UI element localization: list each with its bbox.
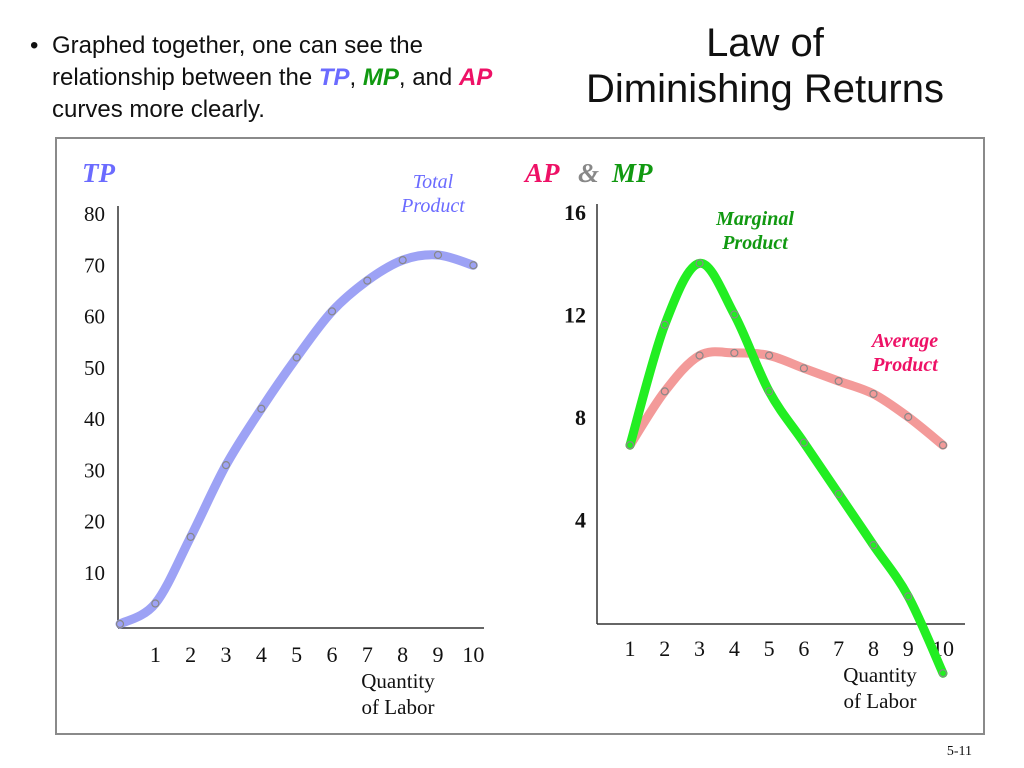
ap-data-point	[799, 364, 808, 373]
tp-x-tick-label: 6	[327, 642, 338, 667]
tp-x-tick-label: 7	[362, 642, 373, 667]
tp-data-point	[469, 261, 478, 270]
apmp-x-tick-label: 9	[903, 636, 914, 661]
tp-x-tick-label: 5	[291, 642, 302, 667]
bullet-ap: AP	[458, 64, 493, 91]
mp-data-point	[869, 541, 878, 550]
mp-data-point	[625, 441, 635, 450]
ap-series-label-line-2: Product	[871, 354, 939, 376]
mp-data-point	[765, 387, 774, 396]
tp-y-tick-label: 20	[84, 510, 105, 534]
tp-x-tick-label: 9	[433, 642, 444, 667]
mp-series-line	[625, 258, 948, 678]
ap-data-point	[695, 351, 704, 360]
bullet-prefix: Graphed together, one can see the relati…	[52, 32, 423, 91]
mp-data-point	[904, 592, 913, 601]
tp-x-tick-label: 1	[150, 642, 161, 667]
bullet-sep2: , and	[398, 64, 453, 91]
apmp-x-tick-label: 5	[764, 636, 775, 661]
ap-data-point	[730, 348, 739, 358]
mp-data-point	[799, 438, 808, 447]
bullet-text: • Graphed together, one can see the rela…	[30, 30, 550, 126]
tp-x-axis-label-line-1: Quantity	[361, 669, 435, 693]
tp-data-point	[257, 404, 266, 413]
tp-y-tick-label: 60	[84, 305, 105, 329]
tp-series-label-line-1: Total	[413, 171, 454, 193]
apmp-x-axis-label-line-2: of Labor	[844, 689, 917, 713]
bullet-dot: •	[30, 32, 39, 59]
ap-data-point	[765, 351, 774, 360]
mp-data-point	[730, 310, 739, 319]
mp-data-point	[938, 669, 948, 678]
tp-data-point	[398, 256, 407, 265]
chart-panel	[55, 137, 985, 735]
apmp-y-tick-label: 12	[564, 303, 586, 328]
ap-data-point	[660, 387, 669, 396]
apmp-y-tick-label: 8	[575, 405, 586, 430]
apmp-x-tick-label: 2	[659, 636, 670, 661]
tp-chart-title: TP	[82, 158, 115, 188]
tp-x-tick-label: 2	[185, 642, 196, 667]
mp-data-point	[834, 489, 843, 498]
ap-data-point	[869, 389, 878, 399]
apmp-x-tick-label: 1	[625, 636, 636, 661]
bullet-body: Graphed together, one can see the relati…	[52, 30, 550, 126]
title-line-1: Law of	[706, 21, 824, 65]
tp-data-point	[151, 599, 160, 608]
tp-x-tick-label: 3	[221, 642, 232, 667]
apmp-x-tick-label: 7	[833, 636, 844, 661]
tp-series-label-line-2: Product	[400, 195, 465, 217]
tp-data-point	[186, 532, 195, 541]
apmp-y-tick-label: 16	[564, 200, 586, 225]
tp-data-point	[292, 353, 301, 362]
mp-series-label-line-1: Marginal	[715, 208, 794, 230]
apmp-x-tick-label: 4	[729, 636, 740, 661]
tp-x-tick-label: 10	[462, 642, 484, 667]
title-line-2: Diminishing Returns	[586, 67, 944, 111]
ap-series-line	[625, 347, 948, 450]
tp-data-point	[327, 307, 337, 316]
tp-x-tick-label: 4	[256, 642, 267, 667]
bullet-tp: TP	[318, 64, 350, 91]
apmp-title-ampersand: &	[578, 158, 599, 188]
bullet-sep1: ,	[349, 64, 357, 91]
apmp-x-tick-label: 3	[694, 636, 705, 661]
ap-data-point	[834, 377, 843, 386]
apmp-x-tick-label: 6	[798, 636, 809, 661]
ap-data-point	[904, 412, 913, 422]
tp-y-tick-label: 50	[84, 356, 105, 380]
tp-y-tick-label: 70	[84, 253, 105, 277]
tp-y-tick-label: 30	[84, 458, 105, 482]
apmp-x-axis-label-line-1: Quantity	[843, 663, 917, 687]
mp-series-label-line-2: Product	[721, 232, 789, 254]
tp-x-tick-label: 8	[397, 642, 408, 667]
tp-y-tick-label: 10	[84, 561, 105, 585]
mp-data-point	[660, 320, 669, 329]
slide-number: 5-11	[946, 744, 972, 759]
apmp-title-mp: MP	[611, 158, 653, 188]
apmp-title-ap: AP	[523, 158, 560, 188]
apmp-y-tick-label: 4	[575, 508, 586, 533]
tp-y-tick-label: 80	[84, 202, 105, 226]
apmp-x-tick-label: 8	[868, 636, 879, 661]
bullet-mp: MP	[362, 64, 399, 91]
slide-title: Law of Diminishing Returns	[555, 20, 975, 112]
ap-series-label-line-1: Average	[870, 330, 938, 352]
tp-x-axis-label-line-2: of Labor	[362, 695, 435, 719]
mp-data-point	[695, 259, 704, 268]
tp-series-line	[115, 250, 478, 629]
tp-data-point	[115, 619, 125, 629]
tp-data-point	[221, 461, 231, 470]
ap-data-point	[938, 441, 948, 450]
tp-data-point	[433, 250, 443, 260]
tp-data-point	[363, 276, 372, 285]
bullet-suffix: curves more clearly.	[52, 96, 265, 123]
tp-y-tick-label: 40	[84, 407, 105, 431]
